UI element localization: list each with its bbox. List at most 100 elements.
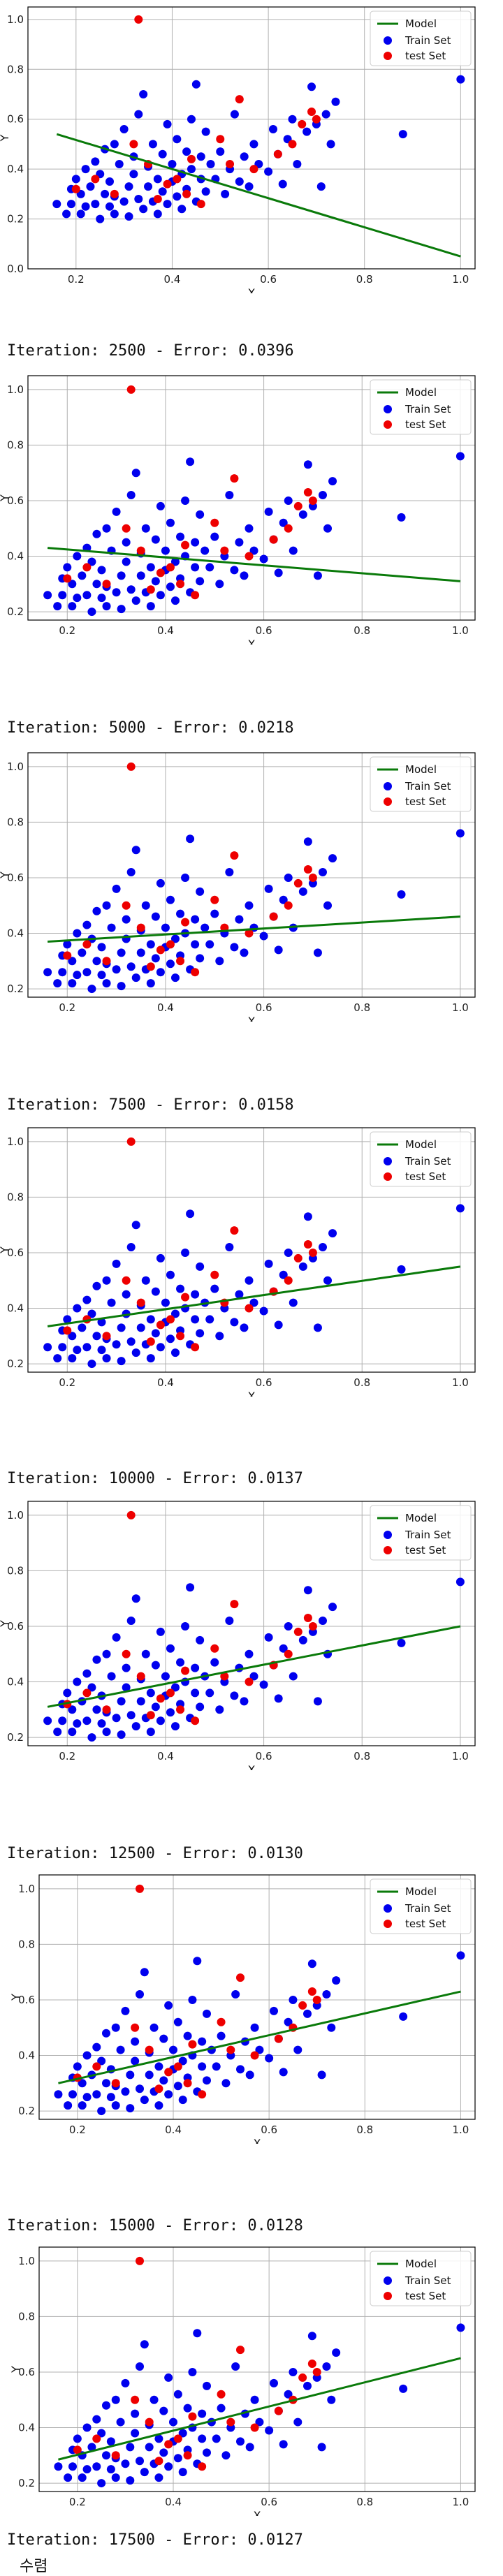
- train-point: [316, 182, 326, 191]
- train-point: [87, 557, 96, 566]
- train-point: [193, 1957, 202, 1966]
- test-point: [210, 895, 219, 904]
- test-point: [176, 580, 185, 589]
- x-tick-label: 0.2: [69, 2124, 86, 2136]
- train-point: [136, 1990, 144, 1999]
- test-point: [181, 918, 190, 927]
- footer-text: 수렴: [20, 2558, 48, 2575]
- train-point: [92, 1705, 101, 1714]
- train-point: [203, 2448, 211, 2457]
- y-tick-label: 0.0: [7, 263, 24, 275]
- test-point: [273, 149, 282, 159]
- x-tick-label: 0.8: [353, 1750, 370, 1762]
- train-point: [181, 1621, 190, 1631]
- train-point: [158, 187, 167, 196]
- x-tick-label: 0.8: [356, 273, 373, 286]
- train-point: [122, 1290, 131, 1299]
- train-point: [102, 524, 111, 533]
- train-point: [231, 2362, 240, 2371]
- train-point: [225, 1617, 234, 1626]
- train-point: [53, 1354, 62, 1363]
- y-tick-label: 0.4: [18, 2049, 35, 2062]
- test-point: [236, 1973, 245, 1982]
- train-point: [115, 160, 124, 168]
- train-point: [52, 200, 61, 209]
- test-point: [131, 2395, 140, 2404]
- model-line: [47, 1625, 461, 1708]
- train-point: [136, 1323, 145, 1332]
- train-point: [298, 1635, 307, 1644]
- train-point: [284, 1621, 293, 1631]
- train-point: [116, 2417, 125, 2427]
- train-point: [146, 1688, 155, 1698]
- test-point: [191, 1343, 200, 1352]
- train-point: [78, 948, 87, 957]
- train-point: [176, 909, 185, 918]
- train-point: [43, 968, 52, 977]
- train-point: [303, 1212, 312, 1221]
- train-point: [87, 1309, 96, 1318]
- train-point: [176, 1284, 185, 1293]
- train-point: [210, 532, 219, 541]
- train-point: [92, 2090, 101, 2099]
- train-point: [274, 1694, 283, 1703]
- train-point: [198, 2409, 207, 2418]
- train-point: [236, 2437, 245, 2446]
- x-tick-label: 0.6: [256, 1001, 272, 1014]
- test-point: [126, 1510, 136, 1519]
- train-point: [178, 2429, 187, 2438]
- train-point: [106, 2465, 115, 2474]
- train-point: [92, 2462, 101, 2471]
- plot-frame: [27, 6, 476, 270]
- train-point: [126, 2104, 135, 2113]
- y-tick-label: 1.0: [7, 13, 24, 26]
- scatter-chart-2: 0.2 0.4 0.6 0.8 1.0 0.2 0.4 0.6 0.8 1.0 X Y Model Tra…: [0, 375, 476, 645]
- train-point: [259, 1680, 268, 1689]
- train-point: [181, 496, 190, 505]
- train-point: [154, 2434, 163, 2443]
- train-point: [78, 1323, 87, 1332]
- train-point: [235, 177, 244, 186]
- test-point: [154, 2084, 163, 2093]
- legend-test-label: test Set: [405, 1918, 446, 1930]
- test-point: [181, 540, 190, 550]
- chart-panel-5: 0.2 0.4 0.6 0.8 1.0 0.2 0.4 0.6 0.8 1.0 X Y Model Tra…: [0, 1494, 503, 1770]
- iteration-caption-7: Iteration: 17500 - Error: 0.0127: [7, 2531, 303, 2549]
- train-point: [68, 2090, 77, 2099]
- scatter-chart-4: 0.2 0.4 0.6 0.8 1.0 0.2 0.4 0.6 0.8 1.0 X Y Model Tra…: [0, 1127, 476, 1397]
- y-tick-label: 0.8: [7, 439, 24, 451]
- train-point: [58, 591, 67, 600]
- train-point: [455, 829, 465, 838]
- test-point: [308, 873, 317, 882]
- y-axis-label: Y: [0, 494, 11, 502]
- test-point: [210, 518, 219, 527]
- test-point: [250, 2051, 259, 2060]
- test-point: [274, 2406, 283, 2415]
- train-point: [102, 1728, 111, 1737]
- train-point: [230, 1318, 239, 1327]
- train-point: [146, 1354, 155, 1363]
- train-point: [327, 2395, 336, 2404]
- x-tick-label: 0.2: [59, 624, 75, 637]
- train-point: [302, 127, 312, 136]
- train-point: [274, 945, 283, 955]
- train-point: [328, 477, 337, 486]
- train-point: [198, 2434, 207, 2443]
- train-point: [87, 1733, 96, 1742]
- train-point: [201, 923, 210, 932]
- legend-model-label: Model: [405, 1138, 437, 1151]
- train-point: [245, 1649, 254, 1658]
- test-point: [173, 2062, 182, 2071]
- train-point: [73, 971, 82, 980]
- train-point: [126, 1337, 136, 1346]
- y-axis-label: Y: [9, 2366, 22, 2373]
- y-tick-label: 0.4: [18, 2422, 35, 2434]
- test-point: [298, 119, 307, 128]
- train-point: [122, 1683, 131, 1692]
- train-point: [265, 2426, 274, 2435]
- plot-frame: [38, 2246, 476, 2492]
- test-point: [284, 524, 293, 533]
- test-point: [220, 1672, 229, 1681]
- scatter-chart-6: 0.2 0.4 0.6 0.8 1.0 0.2 0.4 0.6 0.8 1.0 X Y Model Tra…: [9, 1874, 476, 2144]
- test-point: [154, 2457, 163, 2466]
